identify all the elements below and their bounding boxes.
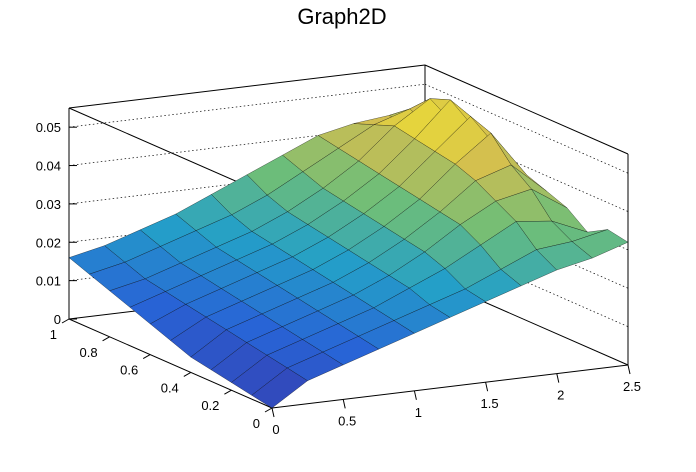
y-tick-label: 0.8 [80, 345, 98, 360]
x-tick-mark [413, 390, 417, 400]
y-tick-label: 1 [50, 327, 57, 342]
surface-cell [571, 229, 629, 259]
z-tick-label: 0.04 [36, 159, 61, 174]
box-edge [271, 364, 629, 409]
y-tick-mark [264, 407, 273, 413]
box-edge [424, 64, 629, 155]
axis-ticks: 00.511.522.500.20.40.60.8100.010.020.030… [36, 120, 641, 437]
x-tick-label: 0.5 [338, 413, 356, 428]
chart-title: Graph2D [297, 4, 386, 29]
x-tick-mark [485, 382, 489, 392]
z-tick-label: 0.03 [36, 197, 61, 212]
box-edge [68, 318, 273, 409]
z-tick-label: 0.05 [36, 120, 61, 135]
y-tick-mark [183, 371, 192, 377]
x-tick-label: 1 [415, 405, 422, 420]
gridline [424, 83, 629, 174]
surface-mesh [68, 98, 629, 409]
z-tick-label: 0.02 [36, 235, 61, 250]
y-tick-mark [224, 389, 232, 395]
x-tick-label: 1.5 [481, 396, 499, 411]
x-tick-label: 0 [272, 422, 279, 437]
x-tick-mark [342, 399, 346, 409]
x-tick-mark [271, 407, 275, 418]
y-tick-label: 0 [253, 416, 260, 431]
y-tick-label: 0.4 [161, 380, 179, 395]
y-tick-label: 0.6 [120, 363, 138, 378]
box-edge [68, 64, 426, 109]
y-tick-mark [61, 318, 70, 324]
z-tick-label: 0.01 [36, 274, 61, 289]
y-tick-mark [102, 336, 110, 342]
x-tick-mark [627, 364, 631, 375]
y-tick-mark [142, 354, 151, 360]
x-tick-label: 2 [557, 388, 564, 403]
z-tick-label: 0 [54, 312, 61, 327]
x-tick-label: 2.5 [623, 379, 641, 394]
x-tick-mark [556, 373, 560, 383]
y-tick-label: 0.2 [201, 398, 219, 413]
